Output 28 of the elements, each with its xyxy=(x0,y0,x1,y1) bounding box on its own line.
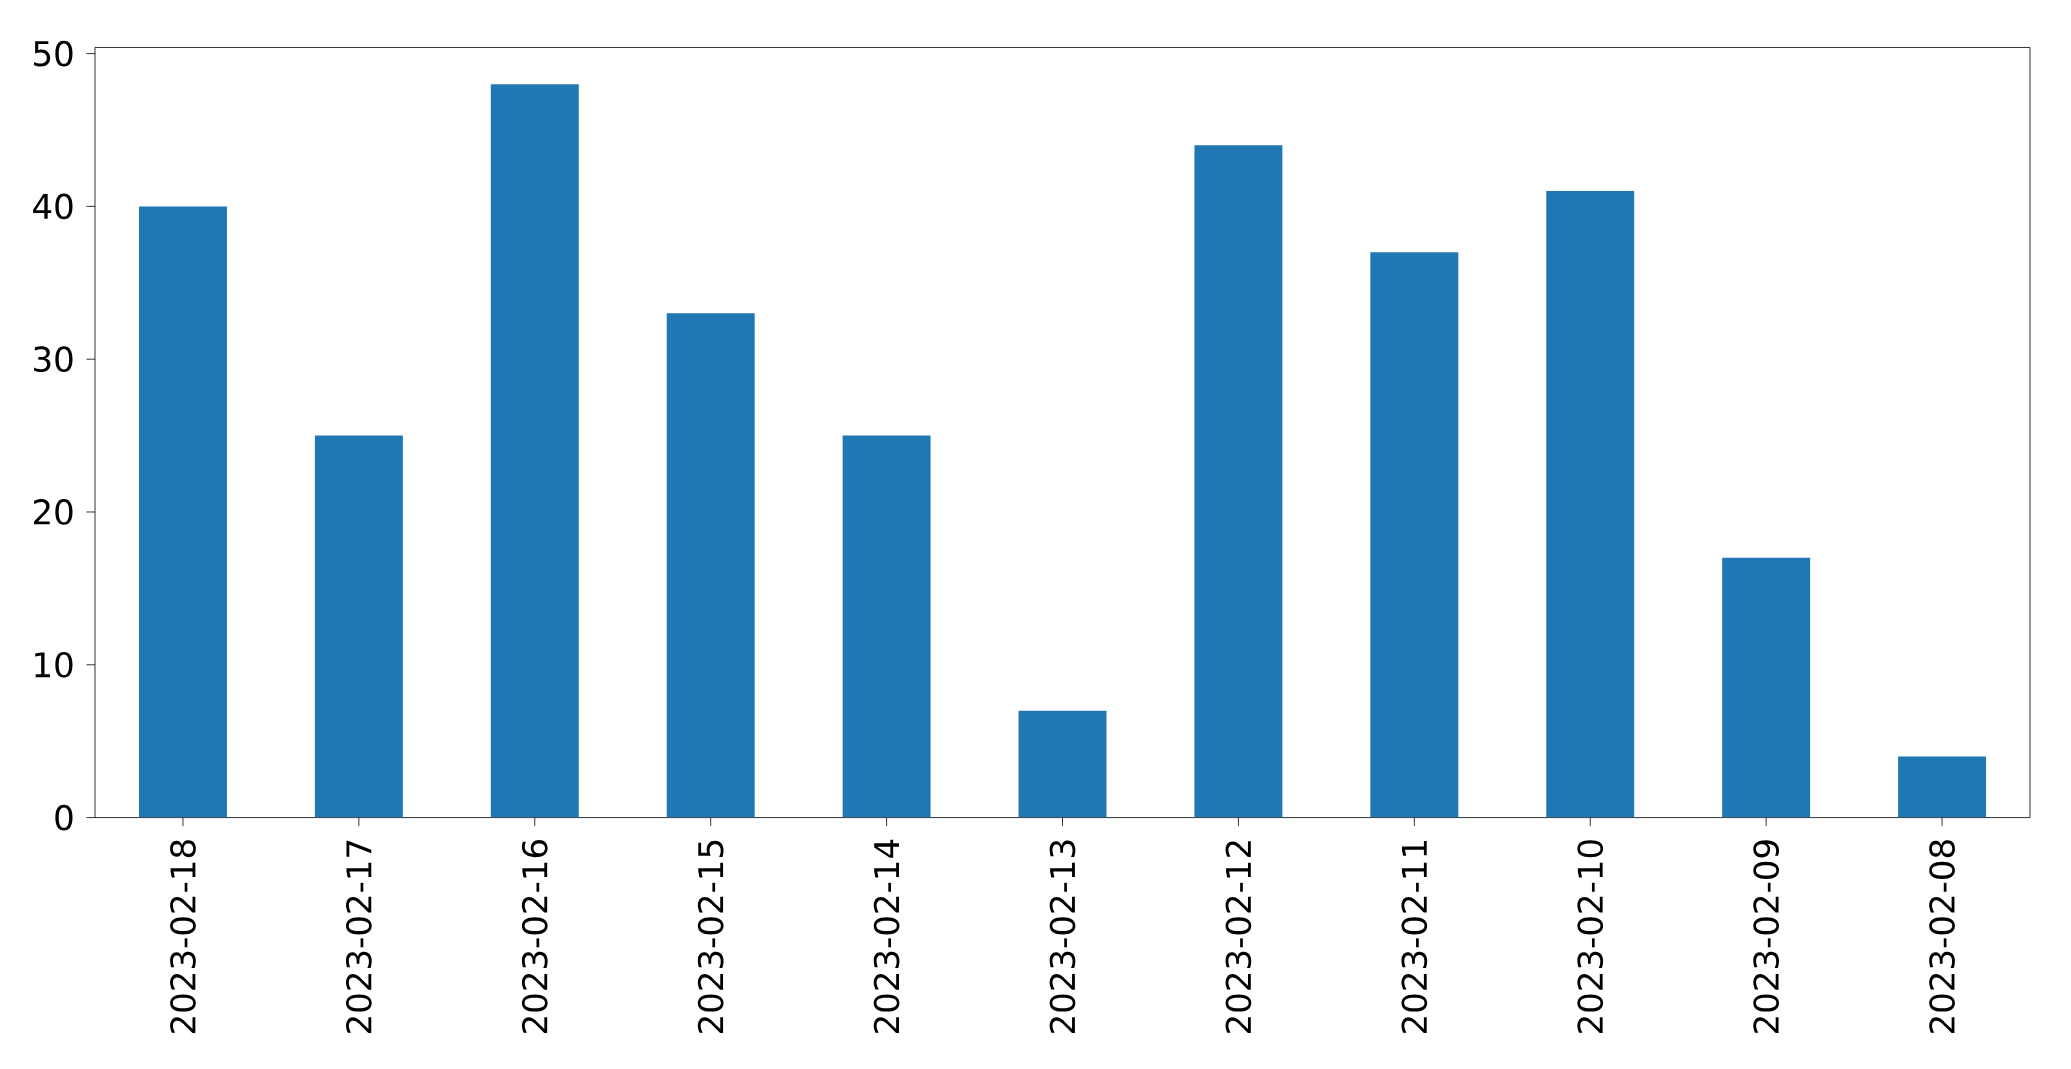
x-tick-label: 2023-02-16 xyxy=(521,840,548,1033)
x-tick-label: 2023-02-13 xyxy=(1049,840,1076,1033)
x-tick-label: 2023-02-08 xyxy=(1929,840,1955,1033)
y-tick-label: 20 xyxy=(33,499,73,525)
x-tick-label: 2023-02-09 xyxy=(1753,840,1779,1033)
bar xyxy=(138,206,227,818)
y-tick-label: 0 xyxy=(55,804,73,831)
bar xyxy=(842,435,931,818)
bar xyxy=(1018,710,1107,818)
y-tick-label: 30 xyxy=(34,346,73,373)
bar xyxy=(314,435,403,818)
bar xyxy=(1370,252,1459,818)
bar xyxy=(1722,557,1811,818)
y-tick-label: 50 xyxy=(34,40,73,67)
x-tick-label: 2023-02-18 xyxy=(170,840,196,1033)
bar xyxy=(1546,191,1635,818)
x-tick-label: 2023-02-10 xyxy=(1577,840,1604,1033)
bar xyxy=(1898,756,1987,818)
x-tick-label: 2023-02-12 xyxy=(1225,841,1252,1033)
y-tick-label: 10 xyxy=(35,651,73,678)
y-tick-label: 40 xyxy=(33,193,73,220)
x-tick-label: 2023-02-11 xyxy=(1401,841,1428,1033)
bar xyxy=(1194,145,1283,818)
x-tick-label: 2023-02-14 xyxy=(873,839,900,1033)
x-tick-label: 2023-02-15 xyxy=(697,840,724,1033)
bar xyxy=(490,84,579,818)
x-tick-label: 2023-02-17 xyxy=(346,840,372,1033)
bar xyxy=(666,313,755,818)
